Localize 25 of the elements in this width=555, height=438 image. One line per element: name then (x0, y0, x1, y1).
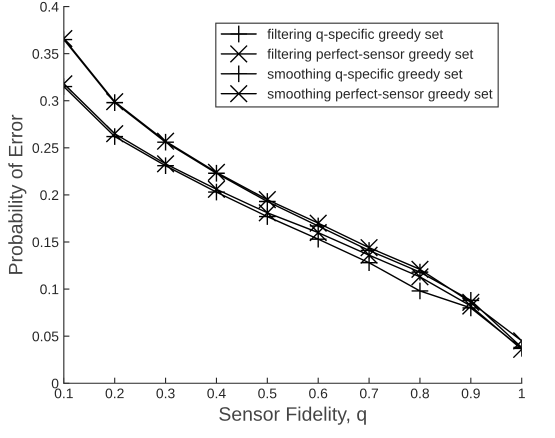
y-tick-label: 0.4 (40, 2, 59, 12)
x-tick-label: 0.2 (106, 388, 124, 398)
x-tick-label: 0.3 (156, 388, 175, 398)
x-axis-title: Sensor Fidelity, q (219, 406, 366, 425)
x-tick-label: 0.5 (258, 388, 276, 398)
y-tick-label: 0.25 (32, 143, 58, 153)
y-tick-label: 0.15 (32, 237, 58, 248)
legend-label: smoothing perfect-sensor greedy set (268, 88, 493, 102)
x-tick-label: 0.7 (360, 388, 378, 398)
x-tick-label: 0.9 (462, 388, 480, 398)
x-tick-label: 0.4 (207, 388, 226, 398)
y-axis-title: Probability of Error (8, 114, 26, 274)
legend-label: filtering q-specific greedy set (267, 28, 444, 42)
y-tick-label: 0.05 (32, 332, 58, 342)
legend-label: filtering perfect-sensor greedy set (267, 48, 474, 62)
x-tick-label: 0.6 (309, 388, 328, 398)
legend-label: smoothing q-specific greedy set (268, 68, 462, 82)
y-tick-label: 0.35 (32, 48, 58, 59)
x-tick-label: 0.1 (54, 388, 73, 398)
x-tick-label: 0.8 (410, 388, 429, 398)
y-tick-label: 0.2 (40, 190, 58, 200)
y-tick-label: 0.3 (40, 96, 58, 106)
x-tick-label: 1 (518, 388, 525, 398)
y-tick-label: 0 (52, 378, 58, 388)
y-tick-label: 0.1 (40, 284, 58, 294)
